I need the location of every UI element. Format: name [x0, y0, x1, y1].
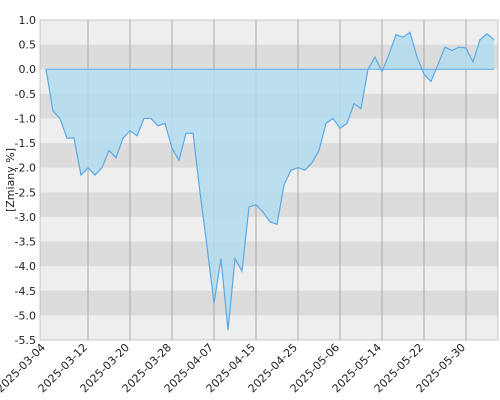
y-tick-label: 0.0 [19, 63, 37, 76]
grid-band [40, 290, 498, 316]
y-tick-label: -4.5 [15, 285, 36, 298]
y-tick-label: -3.5 [15, 236, 36, 249]
y-tick-label: -3.0 [15, 211, 36, 224]
plot-border [39, 19, 499, 341]
y-axis-label: [Zmiany %] [4, 148, 17, 212]
area [46, 32, 494, 331]
y-tick-label: -1.0 [15, 112, 36, 125]
grid-band [40, 241, 498, 267]
y-tick-label: -1.5 [15, 137, 36, 150]
y-tick-label: 1.0 [19, 14, 37, 27]
y-tick-label: -5.5 [15, 334, 36, 347]
line [45, 31, 495, 331]
y-tick-label: -2.5 [15, 186, 36, 199]
y-tick-label: 0.5 [19, 39, 37, 52]
y-tick-label: -0.5 [15, 88, 36, 101]
y-tick-label: -5.0 [15, 309, 36, 322]
y-tick-label: -2.0 [15, 162, 36, 175]
grid-band [40, 44, 498, 70]
y-tick-label: -4.0 [15, 260, 36, 273]
